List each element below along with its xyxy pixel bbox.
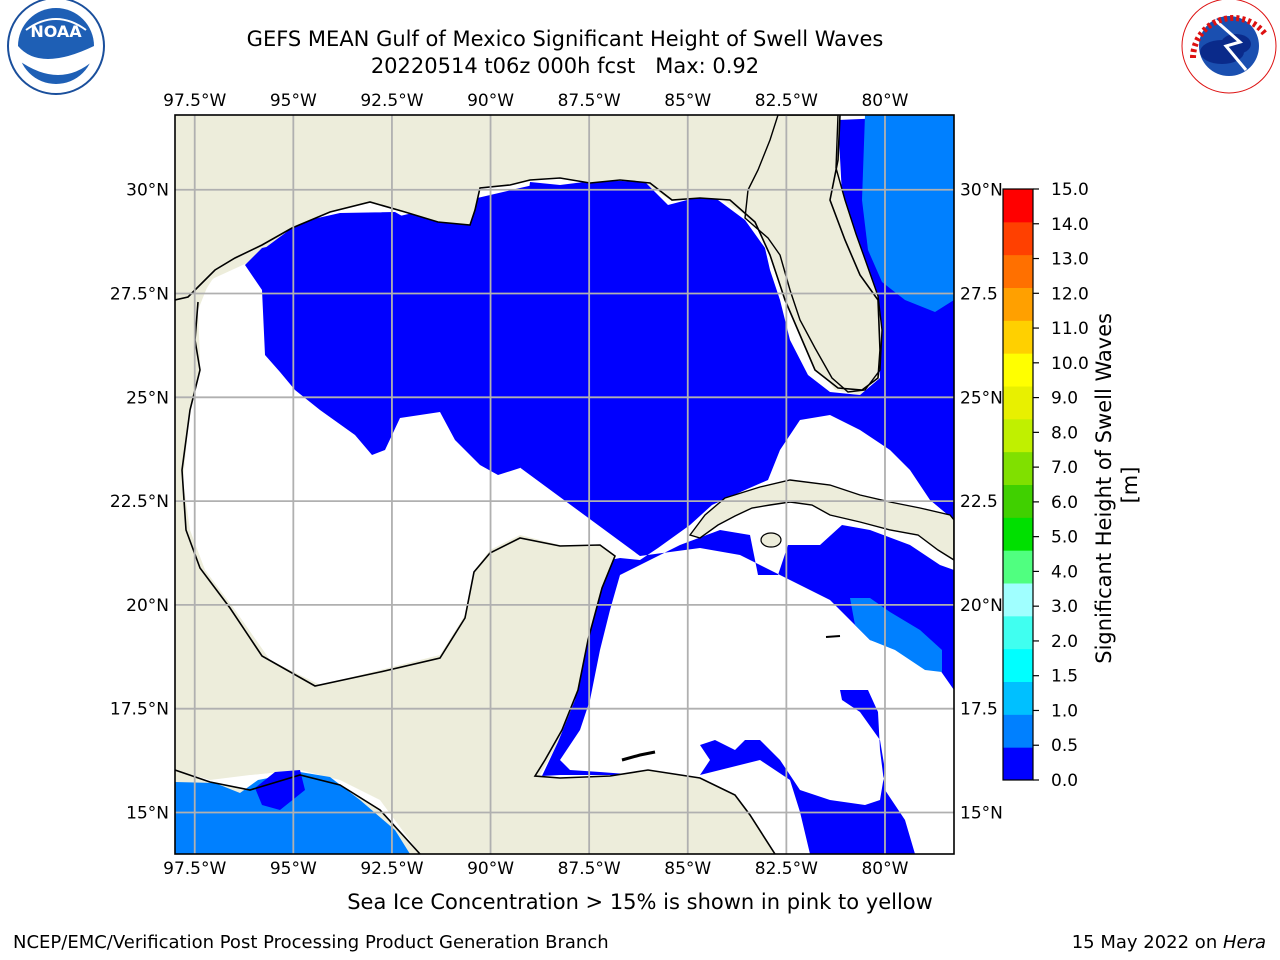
colorbar-tick-label: 1.0 bbox=[1051, 701, 1078, 721]
lat-tick-label: 17.5°N bbox=[110, 700, 169, 720]
colorbar-swatch bbox=[1003, 189, 1033, 223]
colorbar-tick-label: 11.0 bbox=[1051, 319, 1089, 339]
colorbar-tick-label: 15.0 bbox=[1051, 180, 1089, 200]
cuba-land bbox=[688, 479, 954, 561]
lat-tick-label: 20°N bbox=[126, 596, 169, 616]
lat-tick-label: 30°N bbox=[126, 181, 169, 201]
colorbar-swatch bbox=[1003, 451, 1033, 485]
colorbar-swatch bbox=[1003, 550, 1033, 584]
lat-tick-label: 27.5°N bbox=[110, 285, 169, 305]
florida-land bbox=[744, 115, 883, 393]
colorbar-tick-label: 3.0 bbox=[1051, 597, 1078, 617]
lat-tick-label: 15°N bbox=[126, 803, 169, 823]
coastline bbox=[175, 115, 881, 854]
colorbar-swatch bbox=[1003, 583, 1033, 617]
colorbar-tick-label: 12.0 bbox=[1051, 284, 1089, 304]
lat-tick-label: 17.5 bbox=[960, 700, 998, 720]
lon-tick-label: 95°W bbox=[270, 859, 317, 879]
colorbar-tick-label: 13.0 bbox=[1051, 250, 1089, 270]
lat-tick-label: 30°N bbox=[960, 181, 1003, 201]
lat-tick-label: 25°N bbox=[126, 388, 169, 408]
colorbar-swatch bbox=[1003, 254, 1033, 288]
lon-tick-label: 85°W bbox=[664, 859, 711, 879]
producer-credit: NCEP/EMC/Verification Post Processing Pr… bbox=[13, 932, 609, 953]
lon-tick-label: 80°W bbox=[861, 859, 908, 879]
colorbar-swatch bbox=[1003, 320, 1033, 354]
lon-ticks-top: 97.5°W 95°W 92.5°W 90°W 87.5°W 85°W 82.5°W 80°W bbox=[163, 91, 908, 111]
run-date: 15 May 2022 on Hera bbox=[1072, 932, 1266, 953]
lon-tick-label: 97.5°W bbox=[163, 859, 226, 879]
run-date-text: 15 May 2022 on bbox=[1071, 932, 1223, 953]
colorbar-tick-label: 4.0 bbox=[1051, 562, 1078, 582]
colorbar-swatch bbox=[1003, 484, 1033, 518]
colorbar-tick-label: 5.0 bbox=[1051, 528, 1078, 548]
lon-tick-label: 87.5°W bbox=[558, 91, 621, 111]
lon-tick-label: 87.5°W bbox=[558, 859, 621, 879]
map-subtitle: 20220514 t06z 000h fcst Max: 0.92 bbox=[370, 54, 760, 78]
lon-tick-label: 92.5°W bbox=[360, 91, 423, 111]
island bbox=[621, 750, 656, 762]
colorbar-swatch bbox=[1003, 714, 1033, 748]
map-area bbox=[174, 114, 955, 855]
colorbar-swatch bbox=[1003, 418, 1033, 453]
colorbar-swatch bbox=[1003, 386, 1033, 420]
lat-tick-label: 20°N bbox=[960, 596, 1003, 616]
lat-tick-label: 15°N bbox=[960, 803, 1003, 823]
lat-ticks-right: 30°N 27.5 25°N 22.5 20°N 17.5 15°N bbox=[960, 181, 1003, 824]
lon-tick-label: 80°W bbox=[861, 91, 908, 111]
colorbar-swatch bbox=[1003, 681, 1033, 715]
colorbar-tick-label: 9.0 bbox=[1051, 389, 1078, 409]
lon-ticks-bottom: 97.5°W 95°W 92.5°W 90°W 87.5°W 85°W 82.5°W 80°W bbox=[163, 859, 908, 879]
lat-tick-label: 27.5 bbox=[960, 285, 998, 305]
colorbar-swatch bbox=[1003, 648, 1033, 682]
colorbar-tick-label: 6.0 bbox=[1051, 493, 1078, 513]
colorbar-swatch bbox=[1003, 747, 1033, 781]
island bbox=[760, 532, 782, 548]
swell-band-0.5-1.0-caribbean bbox=[850, 598, 942, 672]
colorbar-tick-label: 0.5 bbox=[1051, 736, 1078, 756]
colorbar-tick-label: 8.0 bbox=[1051, 423, 1078, 443]
noaa-logo: NOAA bbox=[7, 0, 105, 95]
colorbar-frame bbox=[1002, 188, 1034, 781]
lon-tick-label: 92.5°W bbox=[360, 859, 423, 879]
lon-tick-label: 95°W bbox=[270, 91, 317, 111]
map-title: GEFS MEAN Gulf of Mexico Significant Hei… bbox=[246, 27, 884, 51]
lon-tick-label: 82.5°W bbox=[755, 91, 818, 111]
island bbox=[825, 635, 841, 638]
sea-ice-note: Sea Ice Concentration > 15% is shown in … bbox=[347, 890, 933, 914]
colorbar-tick-label: 2.0 bbox=[1051, 632, 1078, 652]
nws-logo bbox=[1181, 0, 1277, 94]
colorbar-tick-label: 1.5 bbox=[1051, 667, 1078, 687]
colorbar-tick-label: 10.0 bbox=[1051, 354, 1089, 374]
run-host: Hera bbox=[1222, 932, 1266, 953]
lat-tick-label: 22.5 bbox=[960, 492, 998, 512]
colorbar-tick-label: 14.0 bbox=[1051, 215, 1089, 235]
lon-tick-label: 97.5°W bbox=[163, 91, 226, 111]
colorbar-label: Significant Height of Swell Waves [m] bbox=[1092, 306, 1142, 664]
map-frame bbox=[174, 114, 955, 855]
lat-tick-label: 25°N bbox=[960, 388, 1003, 408]
colorbar-swatches bbox=[1003, 189, 1033, 781]
colorbar-swatch bbox=[1003, 287, 1033, 321]
colorbar: 15.0 14.0 13.0 12.0 11.0 10.0 9.0 8.0 7.0 6.0 5.0 4… bbox=[1002, 180, 1142, 791]
svg-text:NOAA: NOAA bbox=[30, 22, 82, 41]
swell-band-0-0.5 bbox=[245, 115, 954, 854]
graticule bbox=[175, 115, 954, 854]
colorbar-tick-label: 7.0 bbox=[1051, 458, 1078, 478]
lon-tick-label: 82.5°W bbox=[755, 859, 818, 879]
colorbar-swatch bbox=[1003, 615, 1033, 650]
colorbar-swatch bbox=[1003, 221, 1033, 256]
lat-ticks-left: 30°N 27.5°N 25°N 22.5°N 20°N 17.5°N 15°N bbox=[110, 181, 169, 824]
colorbar-swatch bbox=[1003, 353, 1033, 387]
colorbar-swatch bbox=[1003, 517, 1033, 551]
lon-tick-label: 90°W bbox=[467, 859, 514, 879]
lon-tick-label: 85°W bbox=[664, 91, 711, 111]
lon-tick-label: 90°W bbox=[467, 91, 514, 111]
lat-tick-label: 22.5°N bbox=[110, 492, 169, 512]
colorbar-tick-label: 0.0 bbox=[1051, 771, 1078, 791]
colorbar-ticks: 15.0 14.0 13.0 12.0 11.0 10.0 9.0 8.0 7.0 6.0 5.0 4… bbox=[1033, 180, 1089, 791]
